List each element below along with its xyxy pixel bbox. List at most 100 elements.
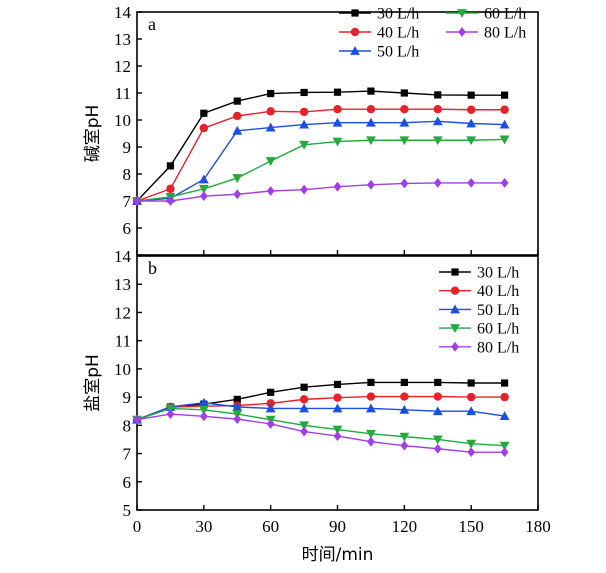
- y-tick-label: 13: [114, 30, 131, 49]
- legend-entry: 30 L/h: [339, 6, 419, 23]
- y-tick-label: 14: [114, 3, 132, 22]
- series-line: [136, 413, 505, 453]
- legend-marker: [451, 341, 459, 352]
- data-point: [299, 107, 309, 117]
- data-point: [500, 447, 509, 458]
- data-point: [500, 379, 509, 387]
- y-tick-label: 11: [115, 84, 131, 103]
- data-point: [133, 196, 141, 206]
- x-tick-label: 30: [195, 517, 212, 536]
- data-point: [433, 178, 442, 188]
- panel-b: 5 6 7 8 9 10 11 12 13 14 0 30 60 90 120 150 180 盐室pH b 30 L…: [83, 247, 551, 536]
- data-point: [467, 178, 476, 188]
- series-line: [136, 108, 505, 202]
- data-point: [233, 189, 242, 200]
- panel-label: b: [148, 258, 157, 278]
- data-point: [466, 392, 476, 402]
- legend-label: 40 L/h: [477, 283, 519, 300]
- legend-label: 50 L/h: [477, 302, 519, 319]
- y-axis-title: 碱室pH: [83, 105, 103, 163]
- legend-label: 30 L/h: [477, 265, 519, 282]
- legend-label: 60 L/h: [484, 6, 526, 23]
- series-line: [136, 402, 505, 421]
- data-point: [233, 395, 241, 403]
- data-point: [199, 191, 208, 202]
- data-point: [366, 117, 376, 127]
- series-80-l-h: [133, 409, 509, 458]
- legend-marker: [450, 286, 460, 295]
- data-point: [233, 414, 242, 425]
- data-point: [432, 435, 443, 445]
- series-line: [137, 182, 505, 202]
- y-tick-label: 10: [114, 360, 131, 379]
- legend-entry: 40 L/h: [339, 25, 419, 42]
- data-point: [166, 409, 175, 419]
- data-point: [299, 140, 309, 150]
- data-point: [434, 91, 442, 99]
- data-point: [232, 125, 243, 135]
- x-tick-label: 0: [133, 517, 142, 536]
- data-point: [434, 378, 442, 387]
- data-point: [266, 107, 275, 116]
- y-tick-label: 10: [114, 111, 131, 130]
- legend-marker: [350, 27, 360, 37]
- data-point: [467, 91, 475, 99]
- data-point: [198, 174, 209, 184]
- data-point: [266, 186, 275, 196]
- legend-label: 80 L/h: [477, 339, 519, 356]
- data-point: [299, 421, 309, 431]
- data-point: [400, 378, 408, 387]
- data-point: [399, 404, 410, 414]
- x-tick-label: 120: [392, 517, 418, 536]
- data-point: [333, 380, 342, 389]
- data-point: [433, 392, 442, 401]
- legend-marker: [457, 9, 467, 18]
- data-point: [433, 443, 442, 454]
- data-point: [400, 178, 409, 189]
- legend-entry: 50 L/h: [439, 302, 519, 319]
- data-point: [332, 117, 343, 127]
- legend-marker: [450, 324, 460, 333]
- data-point: [400, 89, 408, 97]
- data-point: [299, 119, 309, 129]
- legend-marker: [451, 268, 459, 276]
- panel-label: a: [148, 14, 156, 34]
- series-60-l-h: [132, 404, 510, 451]
- x-tick-label: 90: [329, 517, 346, 536]
- data-point: [232, 402, 243, 411]
- data-point: [333, 393, 342, 402]
- legend-label: 50 L/h: [377, 44, 419, 61]
- legend: 30 L/h40 L/h 50 L/h 60 L/h80 L/h: [439, 265, 519, 356]
- series-line: [136, 120, 505, 202]
- legend-entry: 60 L/h: [439, 321, 519, 338]
- data-point: [267, 89, 275, 98]
- data-point: [432, 136, 443, 146]
- data-point: [499, 411, 510, 420]
- series-40-l-h: [132, 105, 509, 206]
- data-point: [399, 117, 410, 127]
- legend-marker: [450, 304, 460, 314]
- data-point: [333, 105, 342, 114]
- data-point: [500, 392, 509, 402]
- y-axis-title: 盐室pH: [83, 354, 103, 412]
- data-point: [366, 429, 376, 439]
- legend-entry: 50 L/h: [339, 44, 419, 61]
- legend-entry: 80 L/h: [446, 25, 526, 42]
- y-tick-label: 8: [123, 165, 132, 184]
- data-point: [165, 404, 176, 414]
- data-point: [500, 91, 509, 99]
- legend-label: 40 L/h: [377, 25, 419, 42]
- data-point: [366, 403, 376, 413]
- y-tick-label: 14: [114, 247, 132, 266]
- data-point: [399, 136, 410, 146]
- data-point: [166, 196, 175, 206]
- data-point: [299, 395, 309, 404]
- data-point: [367, 87, 375, 95]
- data-point: [400, 440, 409, 451]
- series-30-l-h: [133, 378, 509, 424]
- data-point: [432, 406, 443, 416]
- data-point: [133, 414, 141, 425]
- data-point: [299, 403, 309, 413]
- series-80-l-h: [133, 178, 509, 206]
- series-line: [136, 395, 505, 421]
